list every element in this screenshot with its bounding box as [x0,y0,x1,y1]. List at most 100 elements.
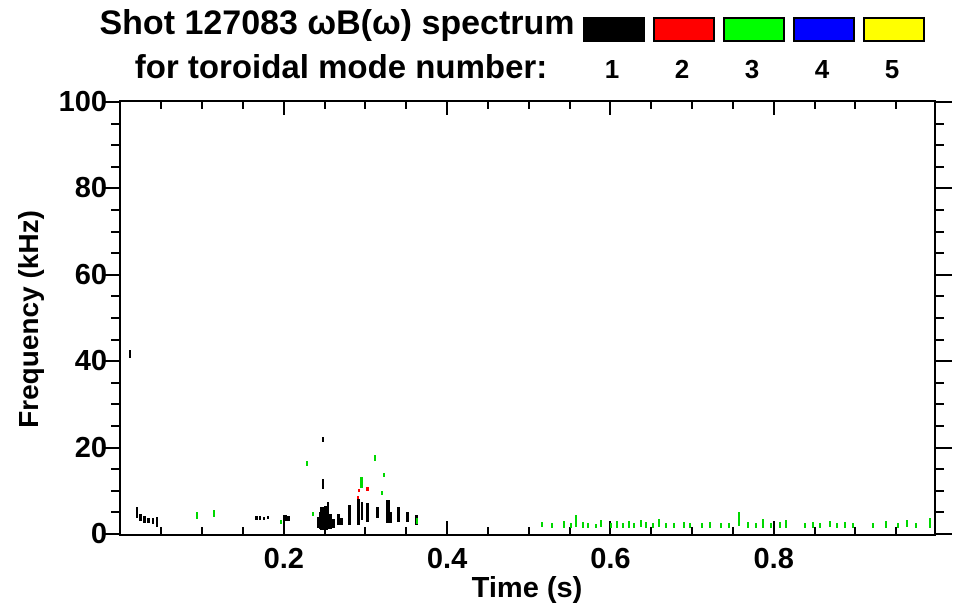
y-minor-tick [111,209,119,211]
data-point-mode-3 [312,511,315,516]
data-point-mode-1 [316,516,320,528]
y-minor-tick-right [936,209,944,211]
data-point-mode-3 [738,511,741,527]
legend-label-mode-3: 3 [744,54,760,84]
y-major-tick-right [936,533,952,535]
data-point-mode-3 [639,520,642,528]
data-point-mode-3 [645,522,648,528]
data-point-mode-1 [129,350,132,358]
y-minor-tick-right [936,144,944,147]
data-point-mode-3 [700,522,703,528]
x-minor-tick-top [731,102,734,109]
data-point-mode-1 [322,479,325,490]
x-tick-label: 0.8 [753,543,794,575]
x-minor-tick-top [486,102,489,109]
y-minor-tick-right [936,425,944,427]
data-point-mode-3 [212,510,215,517]
x-major-tick [282,521,285,534]
data-point-mode-3 [727,522,730,528]
data-point-mode-3 [784,520,787,528]
data-point-mode-3 [689,523,692,528]
y-minor-tick [111,230,119,233]
x-axis-label: Time (s) [471,572,583,604]
y-minor-tick-right [936,381,944,384]
data-point-mode-1 [361,502,364,521]
data-point-mode-3 [872,522,875,528]
data-point-mode-1 [135,507,138,518]
y-minor-tick [111,252,119,255]
x-minor-tick [731,527,734,534]
y-minor-tick [111,338,119,341]
data-point-mode-3 [570,522,573,528]
y-tick-label: 40 [74,345,107,378]
data-point-mode-3 [664,522,667,528]
data-point-mode-1 [283,514,288,521]
y-minor-tick-right [936,468,944,471]
data-point-mode-3 [615,521,618,528]
x-tick-label: 0.2 [263,543,304,575]
data-point-mode-1 [328,514,333,529]
x-minor-tick-top [527,102,530,109]
data-point-mode-3 [633,522,636,528]
x-major-tick-top [609,102,612,115]
y-minor-tick [111,468,119,471]
data-point-mode-3 [836,522,839,528]
x-minor-tick-top [568,102,571,109]
y-minor-tick-right [936,489,944,492]
data-point-mode-3 [819,523,822,528]
y-minor-tick-right [936,511,944,514]
y-minor-tick-right [936,338,944,341]
x-minor-tick-top [160,102,163,109]
data-point-mode-1 [397,506,401,522]
x-minor-tick-top [201,102,204,109]
y-major-tick [103,101,119,103]
y-major-tick [103,446,119,449]
x-minor-tick [405,527,408,534]
data-point-mode-1 [146,517,150,524]
x-major-tick [446,521,449,534]
data-point-mode-3 [811,521,814,528]
y-minor-tick-right [936,122,944,125]
y-tick-label: 20 [74,431,107,464]
y-major-tick-right [936,101,952,103]
x-minor-tick [895,527,898,534]
y-minor-tick [111,381,119,384]
data-point-mode-1 [386,500,391,524]
data-point-mode-2 [356,496,359,499]
data-point-mode-3 [383,472,386,478]
x-minor-tick-top [691,102,694,109]
y-tick-label: 80 [74,172,107,205]
data-point-mode-3 [195,512,198,519]
x-minor-tick [323,527,326,534]
data-point-mode-3 [843,521,846,528]
data-point-mode-3 [770,523,773,528]
data-point-mode-3 [896,523,899,528]
y-tick-label: 0 [90,518,107,550]
data-point-mode-3 [719,523,722,528]
x-minor-tick [160,527,163,534]
x-minor-tick-top [854,102,857,109]
plot-area [119,100,936,536]
y-minor-tick-right [936,230,944,233]
data-point-mode-3 [380,491,383,496]
chart-title-line-1: Shot 127083 ωB(ω) spectrum [99,4,575,42]
y-minor-tick [111,295,119,298]
x-minor-tick [527,527,530,534]
data-point-mode-3 [415,518,418,525]
y-minor-tick [111,425,119,427]
y-minor-tick [111,403,119,406]
data-point-mode-1 [254,516,258,521]
data-point-mode-1 [263,516,266,521]
data-point-mode-1 [366,503,370,522]
y-minor-tick-right [936,403,944,406]
legend-swatch-mode-2 [653,17,715,42]
data-point-mode-3 [587,522,590,528]
data-point-mode-2 [357,489,360,493]
data-point-mode-3 [851,523,854,528]
x-minor-tick [568,527,571,534]
data-point-mode-1 [142,515,146,523]
data-point-mode-3 [540,521,543,528]
x-minor-tick [691,527,694,534]
y-minor-tick [111,489,119,492]
